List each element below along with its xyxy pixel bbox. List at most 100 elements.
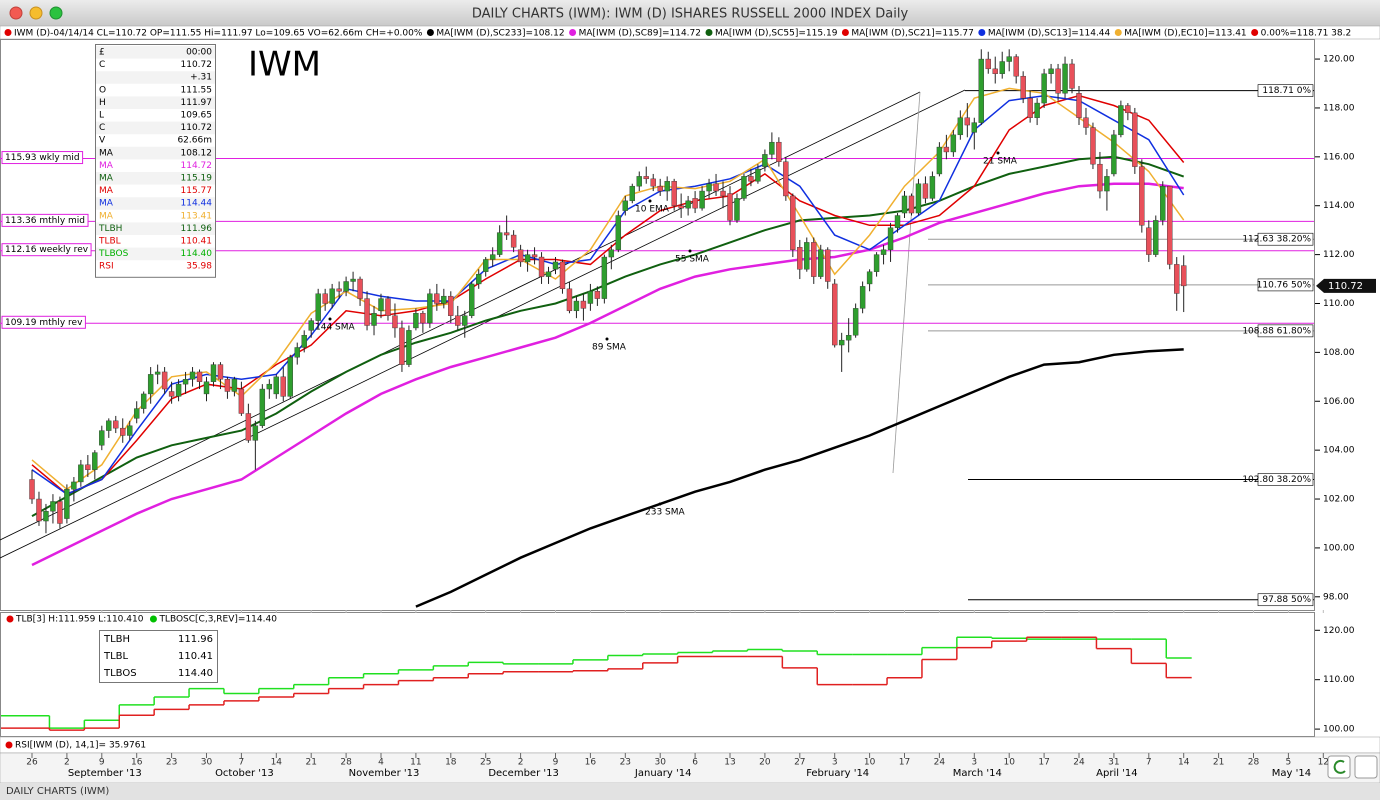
zoom-button[interactable] [49, 6, 63, 20]
candle-body [1132, 112, 1138, 167]
fib-label: 118.71 0% [1262, 86, 1311, 96]
annotation-dot [605, 337, 609, 341]
y-tick-label: 120.00 [1323, 55, 1355, 65]
info-value: 111.96 [178, 634, 213, 645]
info-value: 110.72 [181, 123, 213, 133]
candle-body [720, 190, 726, 197]
candle-body [182, 379, 189, 385]
info-row [96, 172, 215, 185]
candle-body [866, 271, 873, 285]
candle-body [769, 141, 775, 155]
annotation-dot [328, 317, 332, 321]
level-label: 115.93 wkly mid [5, 153, 80, 163]
candle-body [818, 249, 824, 277]
date-tick-label: 24 [1073, 758, 1085, 768]
candle-body [413, 313, 419, 329]
candle-body [1125, 105, 1131, 114]
candle-body [999, 61, 1005, 74]
info-key: TLBL [103, 651, 129, 662]
candle-body [357, 278, 363, 299]
rsi-label: RSI[IWM (D), 14,1]= 35.9761 [15, 741, 146, 751]
info-value: 115.19 [181, 174, 213, 184]
month-label: May '14 [1272, 768, 1311, 779]
legend-text: MA[IWM (D),SC89]=114.72 [579, 29, 701, 39]
info-value: 62.66m [177, 136, 212, 146]
candle-body [1013, 56, 1019, 77]
candle-body [943, 146, 950, 153]
candle-body [1041, 73, 1047, 104]
scroll-button[interactable] [1354, 755, 1378, 779]
info-key: C [99, 123, 105, 133]
candle-body [559, 261, 566, 290]
candle-body [1048, 68, 1054, 74]
date-tick-label: 6 [692, 758, 698, 768]
info-value: 00:00 [186, 48, 212, 58]
date-tick-label: 17 [1038, 758, 1049, 768]
legend-text: 0.00%=118.71 38.2 [1261, 29, 1352, 39]
candle-body [950, 134, 957, 153]
candle-body [469, 283, 475, 316]
candle-body [608, 249, 615, 258]
title-bar [0, 0, 1380, 26]
candle-body [113, 420, 119, 429]
candle-body [671, 181, 677, 206]
close-button[interactable] [9, 6, 23, 20]
info-value: +.31 [190, 73, 212, 83]
status-bar [0, 783, 1380, 800]
legend-text: TLBOSC[C,3,REV]=114.40 [158, 615, 277, 625]
info-value: 111.97 [181, 98, 213, 108]
annotation: 10 EMA [635, 205, 670, 215]
info-value: 113.41 [181, 211, 213, 221]
candle-body [161, 371, 168, 390]
minimize-button[interactable] [29, 6, 43, 20]
annotation: 144 SMA [315, 323, 356, 333]
y-tick-label: 102.00 [1323, 495, 1355, 505]
info-row [96, 222, 215, 235]
candle-body [238, 388, 245, 414]
info-key: RSI [99, 262, 114, 272]
info-value: 35.98 [186, 262, 212, 272]
candle-body [399, 327, 405, 365]
candle-body [776, 141, 782, 162]
y-tick-label: 110.00 [1323, 299, 1355, 309]
candle-body [1139, 166, 1145, 226]
candle-body [825, 249, 831, 282]
candle-body [566, 288, 573, 312]
fib-label: 108.88 61.80% [1242, 326, 1311, 336]
candle-body [85, 464, 91, 470]
refresh-button[interactable] [1327, 755, 1351, 779]
window-title: DAILY CHARTS (IWM): IWM (D) ISHARES RUSS… [472, 7, 909, 22]
legend-text: IWM (D)-04/14/14 CL=110.72 OP=111.55 Hi=… [14, 29, 423, 39]
candle-body [845, 335, 852, 341]
candle-body [887, 227, 894, 250]
info-value: 114.44 [181, 199, 213, 209]
date-tick-label: 18 [445, 758, 457, 768]
fib-label-box [1257, 84, 1314, 97]
date-tick-label: 14 [271, 758, 283, 768]
candle-body [427, 293, 433, 324]
legend-marker [1251, 29, 1259, 36]
candle-body [838, 339, 845, 346]
y-tick-label: 118.00 [1323, 103, 1355, 113]
candle-body [483, 259, 489, 272]
candle-body [371, 313, 377, 326]
date-tick-label: 27 [794, 758, 805, 768]
legend-text: MA[IWM (D),SC233]=108.12 [436, 29, 564, 39]
moving-average [415, 348, 1184, 608]
candle-body [594, 291, 601, 299]
info-value: 110.41 [181, 237, 213, 247]
level-label-box [1, 243, 92, 257]
candle-body [692, 198, 698, 209]
candle-body [78, 464, 84, 483]
candle-body [385, 298, 391, 316]
candle-body [196, 371, 203, 382]
candle-body [106, 420, 112, 431]
info-row [96, 121, 215, 135]
candle-body [378, 298, 384, 312]
info-value: 108.12 [181, 148, 213, 158]
date-tick-label: 4 [378, 758, 384, 768]
candle-body [741, 176, 747, 199]
date-tick-label: 31 [1108, 758, 1119, 768]
date-tick-label: 21 [305, 758, 316, 768]
moving-average [31, 155, 1185, 517]
